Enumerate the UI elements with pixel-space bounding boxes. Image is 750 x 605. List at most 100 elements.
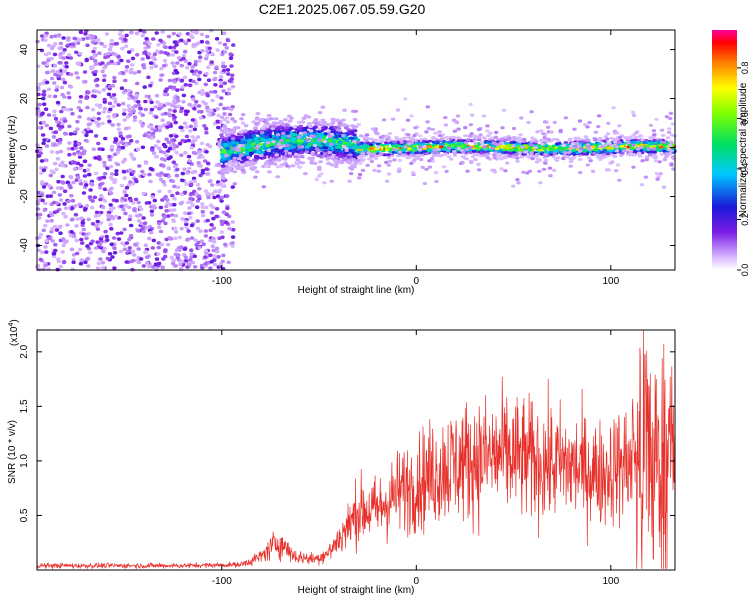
spectrogram-cell <box>212 262 218 267</box>
spectrogram-cell <box>214 37 220 41</box>
spectrogram-cell <box>41 96 46 101</box>
spectrogram-cell <box>561 143 567 148</box>
spectrogram-cell <box>84 96 89 100</box>
spectrogram-cell <box>172 40 178 44</box>
spectrogram-cell <box>439 145 444 149</box>
spectrogram-cell <box>427 145 433 149</box>
spectrogram-cell <box>200 202 205 206</box>
spectrogram-cell <box>561 147 566 151</box>
spectrogram-cell <box>300 155 305 159</box>
spectrogram-cell <box>49 34 54 39</box>
spectrogram-cell <box>46 87 52 92</box>
spectrogram-cell <box>41 61 46 65</box>
spectrogram-cell <box>121 170 127 174</box>
spectrogram-cell <box>296 142 302 146</box>
spectrogram-cell <box>60 174 65 179</box>
spectrogram-cell <box>127 205 132 210</box>
spectrogram-cell <box>100 121 105 126</box>
spectrogram-cell <box>174 50 179 54</box>
spectrogram-cell <box>335 128 341 132</box>
spectrogram-cell <box>186 38 192 43</box>
spectrogram-cell <box>94 223 99 228</box>
spectrogram-cell <box>93 58 98 63</box>
spectrogram-cell <box>90 40 96 45</box>
spectrogram-cell <box>342 108 347 112</box>
spectrogram-cell <box>158 149 164 154</box>
spectrogram-cell <box>519 116 524 120</box>
spectrogram-cell <box>97 185 103 190</box>
spectrogram-cell <box>124 241 130 245</box>
spectrogram-cell <box>398 138 403 142</box>
spectrogram-cell <box>61 56 66 60</box>
spectrogram-cell <box>659 128 665 132</box>
spectrogram-cell <box>130 155 135 160</box>
spectrogram-cell <box>164 87 169 91</box>
spectrogram-cell <box>52 143 57 147</box>
spectrogram-cell <box>136 260 141 264</box>
spectrogram-cell <box>49 213 54 217</box>
spectrogram-cell <box>395 154 401 158</box>
spectrogram-cell <box>111 236 117 240</box>
snr-y-tick-label: 1.5 <box>19 399 30 413</box>
spectrogram-cell <box>85 257 90 262</box>
spectrogram-cell <box>545 125 551 129</box>
spectrogram-cell <box>515 156 520 160</box>
spectrogram-cell <box>215 48 220 52</box>
spectrogram-cell <box>107 154 112 159</box>
spectrogram-cell <box>219 219 224 224</box>
spectrogram-cell <box>157 261 162 266</box>
spectrogram-cell <box>90 34 95 38</box>
spectrogram-cell <box>211 216 216 221</box>
spectrogram-cell <box>376 145 381 149</box>
spectrogram-cell <box>664 115 670 119</box>
spectrogram-cell <box>596 114 602 118</box>
spectrogram-cell <box>436 148 441 152</box>
spectrogram-cell <box>151 204 156 208</box>
spectrogram-cell <box>287 151 292 155</box>
spectrogram-cell <box>302 142 308 146</box>
spectrogram-cell <box>157 128 162 133</box>
spectrogram-cell <box>525 171 530 175</box>
spectrogram-cell <box>230 235 236 239</box>
spectrogram-cell <box>122 176 127 180</box>
spectrogram-cell <box>392 147 398 152</box>
spectrogram-cell <box>259 153 264 158</box>
spectrogram-cell <box>256 150 262 154</box>
spectrogram-cell <box>218 182 223 187</box>
spectrogram-cell <box>43 223 48 228</box>
spectrogram-cell <box>98 257 103 261</box>
snr-multiplier-close: ) <box>9 319 20 322</box>
spectrogram-cell <box>126 88 132 93</box>
spectrogram-cell <box>394 136 399 139</box>
spectrogram-cell <box>157 125 162 130</box>
spectrogram-cell <box>63 215 68 219</box>
spectrogram-cell <box>254 139 259 143</box>
spectrogram-cell <box>91 116 97 121</box>
spectrogram-cell <box>225 106 230 110</box>
spectrogram-cell <box>55 157 61 161</box>
spectrogram-cell <box>653 159 659 163</box>
spectrogram-cell <box>307 123 312 127</box>
spectrogram-cell <box>48 126 54 131</box>
spectrogram-cell <box>242 158 248 162</box>
spectrogram-cell <box>285 144 290 148</box>
spectrogram-cell <box>447 146 452 150</box>
spectrogram-cell <box>587 120 592 125</box>
spectrogram-cell <box>45 219 50 223</box>
spectrogram-cell <box>58 138 63 142</box>
spectrogram-cell <box>166 121 171 125</box>
spectrogram-cell <box>176 104 181 109</box>
spectrogram-cell <box>179 200 185 205</box>
spectrogram-cell <box>49 150 55 154</box>
spectrogram-cell <box>215 119 220 124</box>
spectrogram-cell <box>229 107 234 112</box>
spectrogram-cell <box>668 140 674 144</box>
spectrogram-cell <box>49 229 54 234</box>
spectrogram-cell <box>640 138 645 142</box>
spectrogram-cell <box>40 180 45 184</box>
spectrogram-cell <box>100 205 106 209</box>
spectrogram-cell <box>53 72 58 77</box>
spectrogram-cell <box>75 217 80 221</box>
spectrogram-cell <box>161 142 167 147</box>
spectrogram-cell <box>144 94 149 99</box>
